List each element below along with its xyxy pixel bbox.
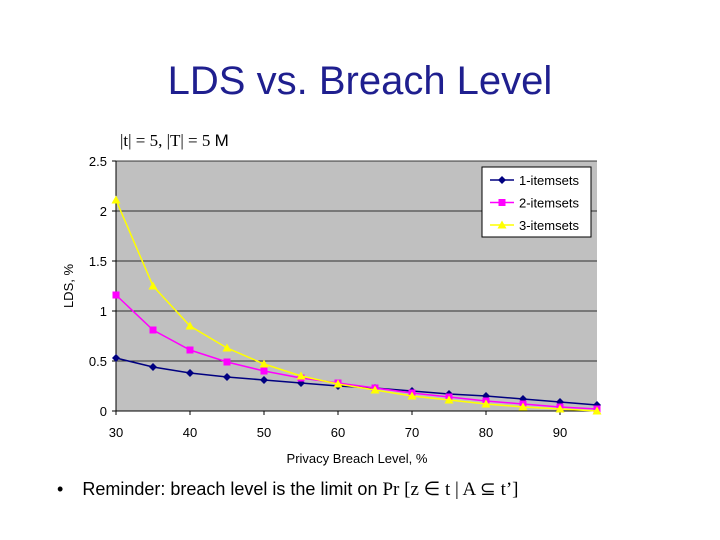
legend-marker xyxy=(498,176,506,184)
legend-label: 2-itemsets xyxy=(519,196,579,211)
x-tick-label: 30 xyxy=(109,425,123,440)
series-line xyxy=(115,294,598,410)
y-tick-label: 0.5 xyxy=(89,354,107,369)
legend-label: 1-itemsets xyxy=(519,173,579,188)
subtitle-suffix: M xyxy=(214,131,229,150)
chart-subtitle: |t| = 5, |T| = 5 M xyxy=(120,131,229,151)
series-3-itemsets xyxy=(111,195,602,415)
data-point xyxy=(260,376,268,384)
x-tick-label: 50 xyxy=(257,425,271,440)
y-axis-label: LDS, % xyxy=(61,264,76,309)
x-tick-label: 60 xyxy=(331,425,345,440)
data-point xyxy=(112,354,120,362)
y-tick-label: 1 xyxy=(100,304,107,319)
data-point xyxy=(111,195,121,204)
reminder-bullet: • Reminder: breach level is the limit on… xyxy=(57,478,519,501)
data-point xyxy=(518,402,528,411)
data-point xyxy=(555,404,565,413)
data-point xyxy=(407,391,417,400)
axes: 0 0.5 1 1.5 2 2.5 30 40 50 60 70 80 90 xyxy=(89,154,597,440)
reminder-text: Reminder: breach level is the limit on xyxy=(82,479,378,499)
legend: 1-itemsets 2-itemsets 3-itemsets xyxy=(481,166,592,238)
data-point xyxy=(260,367,268,375)
data-series xyxy=(111,195,602,415)
y-tick-label: 1.5 xyxy=(89,254,107,269)
data-point xyxy=(370,385,380,394)
data-point xyxy=(186,346,194,354)
data-point xyxy=(186,369,194,377)
slide-title: LDS vs. Breach Level xyxy=(167,59,553,103)
data-point xyxy=(259,359,269,368)
x-tick-label: 70 xyxy=(405,425,419,440)
x-tick-label: 80 xyxy=(479,425,493,440)
y-tick-label: 2 xyxy=(100,204,107,219)
legend-marker xyxy=(497,220,507,229)
y-tick-label: 2.5 xyxy=(89,154,107,169)
data-point xyxy=(222,343,232,352)
y-tick-label: 0 xyxy=(100,404,107,419)
series-line xyxy=(115,199,598,412)
data-point xyxy=(149,326,157,334)
data-point xyxy=(592,406,602,415)
legend-label: 3-itemsets xyxy=(519,218,579,233)
data-point xyxy=(333,379,343,388)
data-point xyxy=(148,281,158,290)
data-point xyxy=(296,371,306,380)
x-tick-label: 40 xyxy=(183,425,197,440)
reminder-formula: Pr [z ∈ t | A ⊆ t’] xyxy=(382,479,519,500)
data-point xyxy=(185,321,195,330)
data-point xyxy=(223,373,231,381)
x-tick-label: 90 xyxy=(553,425,567,440)
legend-marker xyxy=(498,199,506,206)
x-axis-label: Privacy Breach Level, % xyxy=(287,451,428,466)
data-point xyxy=(112,291,120,299)
bullet-dot: • xyxy=(57,479,64,499)
data-point xyxy=(149,363,157,371)
data-point xyxy=(481,399,491,408)
data-point xyxy=(444,395,454,404)
subtitle-formula: |t| = 5, |T| = 5 xyxy=(120,131,211,150)
data-point xyxy=(223,358,231,366)
